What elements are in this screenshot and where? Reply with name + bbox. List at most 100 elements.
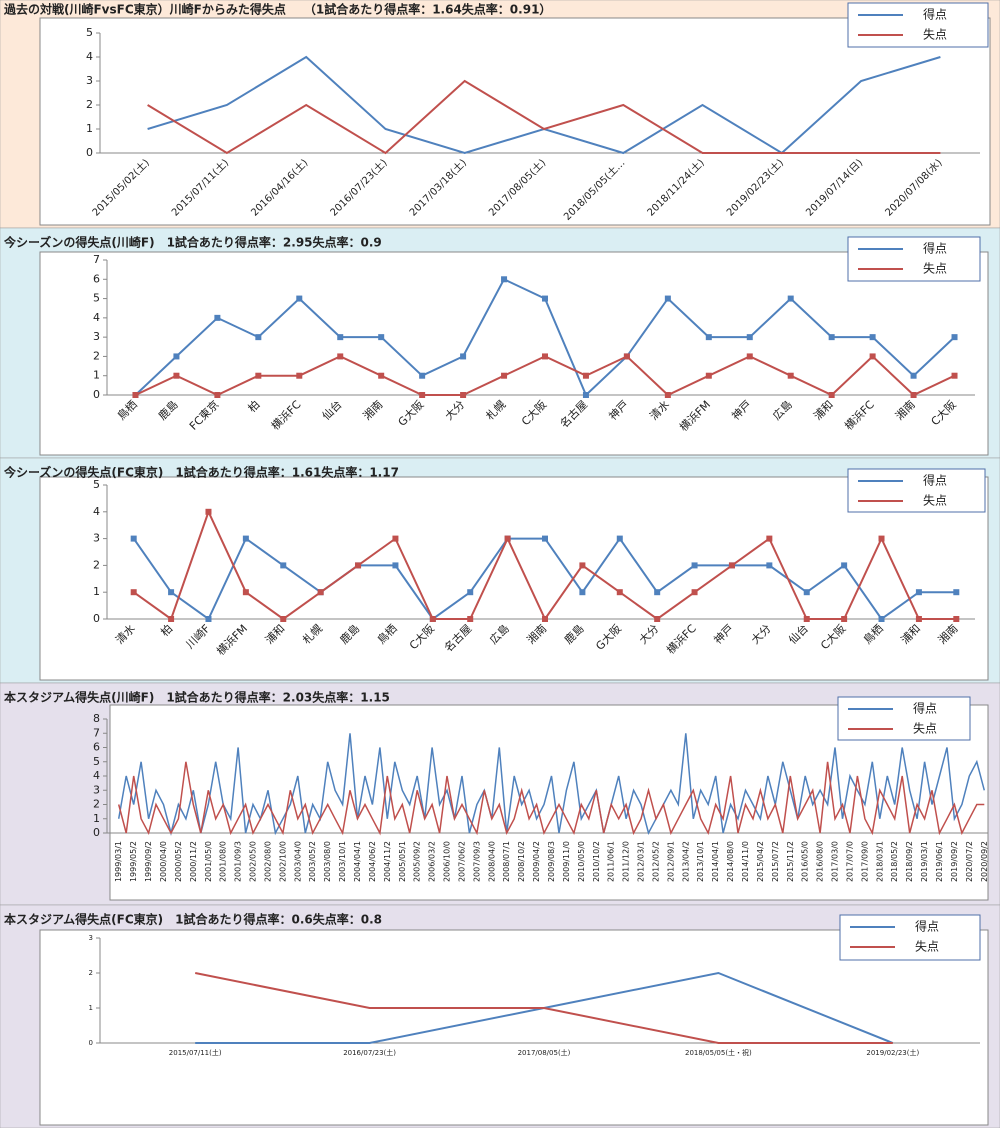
y-tick-label: 1 <box>93 585 100 598</box>
plot-frame <box>39 17 991 226</box>
marker <box>582 372 589 379</box>
x-tick-label: 2002/10/0 <box>278 841 287 882</box>
x-tick-label: 2011/06/1 <box>607 841 616 882</box>
legend-label: 失点 <box>923 27 947 42</box>
legend-label: 失点 <box>923 493 947 508</box>
x-tick-label: 2005/05/1 <box>398 841 407 882</box>
marker <box>841 616 848 622</box>
marker <box>915 589 922 596</box>
marker <box>654 616 661 622</box>
x-tick-label: 2015/04/2 <box>756 841 765 882</box>
y-tick-label: 4 <box>93 505 100 518</box>
marker <box>869 334 876 341</box>
y-tick-label: 4 <box>93 769 100 782</box>
marker <box>582 392 589 398</box>
chart-title: 今シーズンの得失点(FC東京) 1試合あたり得点率：1.61失点率：1.17 <box>3 465 399 480</box>
chart-title: 本スタジアム得失点(FC東京) 1試合あたり得点率：0.6失点率：0.8 <box>4 912 382 927</box>
legend-box <box>839 914 981 961</box>
marker <box>280 616 287 622</box>
y-tick-label: 6 <box>93 741 100 754</box>
x-tick-label: 2000/04/0 <box>159 841 168 882</box>
x-tick-label: 2011/12/0 <box>622 841 631 882</box>
y-tick-label: 5 <box>86 26 93 39</box>
x-tick-label: 2005/09/2 <box>413 841 422 882</box>
x-tick-label: 2009/08/3 <box>547 841 556 882</box>
x-tick-label: 2019/03/1 <box>920 841 929 882</box>
series-line <box>147 79 941 155</box>
marker <box>746 334 753 341</box>
x-tick-label: 2004/06/2 <box>368 841 377 882</box>
y-tick-label: 2 <box>93 798 100 811</box>
marker <box>654 589 661 596</box>
marker <box>542 353 548 360</box>
marker <box>501 276 508 283</box>
marker <box>205 508 212 515</box>
x-tick-label: 2003/10/1 <box>338 841 347 882</box>
marker <box>766 562 773 569</box>
x-tick-label: 2018/03/1 <box>875 841 884 882</box>
marker <box>705 334 712 341</box>
marker <box>691 562 698 569</box>
series-line <box>195 972 893 1044</box>
marker <box>173 353 180 360</box>
marker <box>392 535 399 542</box>
x-tick-label: 2002/08/0 <box>263 841 272 882</box>
marker <box>317 589 324 596</box>
marker <box>616 535 623 542</box>
marker <box>910 372 917 379</box>
y-tick-label: 1 <box>93 369 100 382</box>
legend-label: 得点 <box>913 701 937 716</box>
x-tick-label: 2015/11/2 <box>786 841 795 882</box>
x-tick-label: 2009/04/2 <box>532 841 541 882</box>
x-tick-label: 2012/05/2 <box>651 841 660 882</box>
y-tick-label: 2 <box>89 969 93 977</box>
x-tick-label: 2000/11/2 <box>189 841 198 882</box>
marker <box>378 372 385 379</box>
x-tick-label: 2018/09/2 <box>905 841 914 882</box>
legend-label: 失点 <box>923 261 947 276</box>
y-tick-label: 5 <box>93 292 100 305</box>
x-tick-label: 2013/04/2 <box>681 841 690 882</box>
x-tick-label: 2008/04/0 <box>487 841 496 882</box>
x-tick-label: 2007/09/3 <box>472 841 481 882</box>
x-tick-label: 2020/09/2 <box>980 841 989 882</box>
x-tick-label: 2015/07/2 <box>771 841 780 882</box>
y-tick-label: 8 <box>93 712 100 725</box>
x-tick-label: 2008/10/2 <box>517 841 526 882</box>
marker <box>542 616 548 622</box>
y-tick-label: 0 <box>93 826 100 839</box>
marker <box>828 392 835 398</box>
marker <box>616 589 623 596</box>
legend-box <box>847 468 986 513</box>
x-tick-label: 2003/04/0 <box>293 841 302 882</box>
chart-title: 本スタジアム得失点(川崎F) 1試合あたり得点率：2.03失点率：1.15 <box>4 690 390 705</box>
y-tick-label: 7 <box>93 726 100 739</box>
marker <box>910 392 917 398</box>
x-tick-label: 2006/10/0 <box>443 841 452 882</box>
x-tick-label: 2016/08/0 <box>816 841 825 882</box>
marker <box>953 616 960 622</box>
x-tick-label: 2014/11/0 <box>741 841 750 882</box>
legend-label: 得点 <box>923 473 947 488</box>
marker <box>542 535 548 542</box>
series-line <box>117 761 985 836</box>
x-tick-label: 2012/03/1 <box>637 841 646 882</box>
marker <box>623 353 630 360</box>
x-tick-label: 2003/08/0 <box>323 841 332 882</box>
x-tick-label: 2015/07/11(土) <box>169 1048 222 1057</box>
x-tick-label: 2004/11/2 <box>383 841 392 882</box>
marker <box>803 589 810 596</box>
x-tick-label: 2002/05/0 <box>249 841 258 882</box>
marker <box>766 535 773 542</box>
chart-title: 過去の対戦(川崎FvsFC東京）川崎Fからみた得失点 （1試合あたり得点率：1.… <box>3 2 551 17</box>
marker <box>691 589 698 596</box>
marker <box>255 334 262 341</box>
marker <box>205 616 212 622</box>
y-tick-label: 1 <box>86 122 93 135</box>
y-tick-label: 0 <box>93 388 100 401</box>
x-tick-label: 2001/05/0 <box>204 841 213 882</box>
y-tick-label: 5 <box>93 755 100 768</box>
legend-box <box>847 2 989 48</box>
y-tick-label: 1 <box>93 812 100 825</box>
marker <box>878 535 885 542</box>
